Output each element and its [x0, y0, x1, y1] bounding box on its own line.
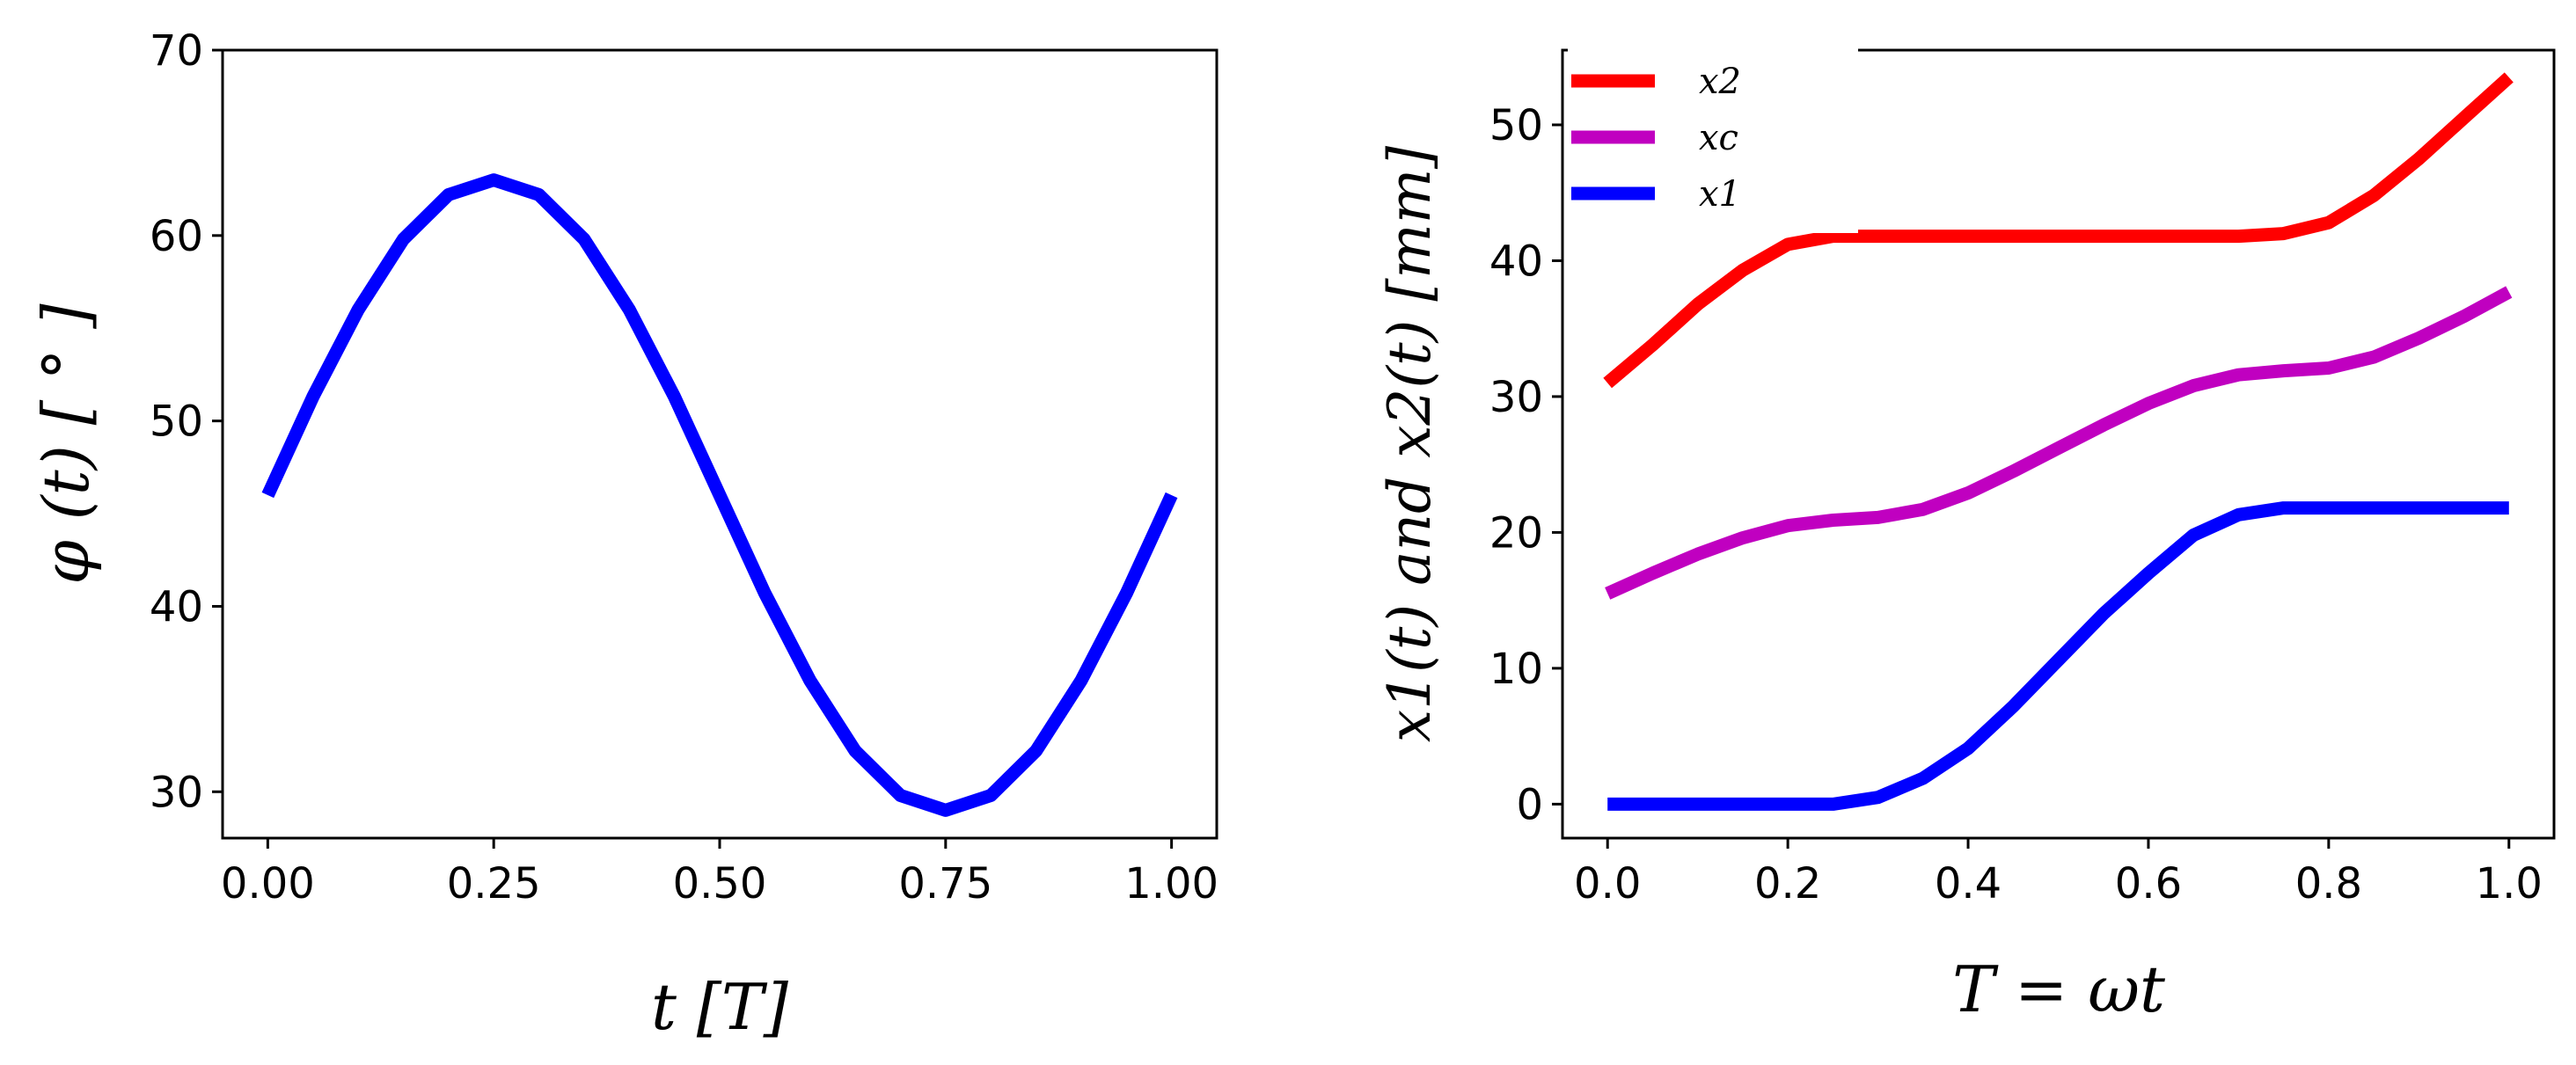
y-tick-label: 70 — [150, 26, 203, 76]
series-line-x2 — [1603, 72, 2514, 389]
plot-frame — [221, 48, 1218, 840]
displacement-chart: 0.0 0.2 0.4 0.6 0.8 1.0 0 10 20 30 40 50 T = ωt x1… — [1376, 45, 2556, 1026]
series-line-x1 — [1607, 501, 2509, 811]
x-ticks: 0.00 0.25 0.50 0.75 1.00 — [221, 838, 1218, 908]
x-tick-label: 0.00 — [221, 859, 315, 908]
y-tick-label: 0 — [1516, 780, 1543, 829]
y-tick-label: 50 — [150, 398, 203, 447]
series-line-φ — [261, 173, 1178, 817]
x-tick-label: 1.00 — [1124, 859, 1218, 908]
y-tick-label: 30 — [150, 768, 203, 817]
series-line-xc — [1605, 286, 2513, 600]
x-tick-label: 0.6 — [2115, 859, 2182, 908]
y-tick-label: 20 — [1489, 508, 1543, 558]
phi-chart: 0.00 0.25 0.50 0.75 1.00 30 40 50 60 70 t [T] φ … — [29, 26, 1218, 1044]
legend-label-x2: x2 — [1699, 62, 1741, 102]
y-ticks: 30 40 50 60 70 — [150, 26, 223, 817]
x-tick-label: 0.4 — [1935, 859, 2002, 908]
y-axis-label: φ (t) [ ° ] — [29, 303, 103, 584]
y-tick-label: 30 — [1489, 373, 1543, 422]
x-tick-label: 0.2 — [1754, 859, 1821, 908]
plot-lines — [1603, 72, 2514, 811]
y-tick-label: 40 — [150, 582, 203, 631]
legend-label-x1: x1 — [1699, 174, 1741, 215]
y-axis-label: x1(t) and x2(t) [mm] — [1376, 146, 1444, 742]
y-ticks: 0 10 20 30 40 50 — [1489, 101, 1562, 829]
x-tick-label: 0.75 — [898, 859, 992, 908]
x-axis-label: t [T] — [651, 970, 789, 1044]
plot-frame — [1561, 48, 2556, 840]
legend-label-xc: xc — [1699, 118, 1738, 158]
y-tick-label: 60 — [150, 212, 203, 261]
x-tick-label: 1.0 — [2476, 859, 2543, 908]
y-tick-label: 50 — [1489, 101, 1543, 150]
y-tick-label: 40 — [1489, 237, 1543, 286]
x-ticks: 0.0 0.2 0.4 0.6 0.8 1.0 — [1574, 838, 2543, 908]
x-axis-label: T = ωt — [1952, 952, 2166, 1026]
y-tick-label: 10 — [1489, 645, 1543, 694]
legend: x2 xc x1 — [1568, 45, 1858, 233]
plot-lines — [261, 173, 1178, 817]
x-tick-label: 0.50 — [673, 859, 767, 908]
x-tick-label: 0.25 — [447, 859, 541, 908]
x-tick-label: 0.0 — [1574, 859, 1641, 908]
x-tick-label: 0.8 — [2295, 859, 2362, 908]
